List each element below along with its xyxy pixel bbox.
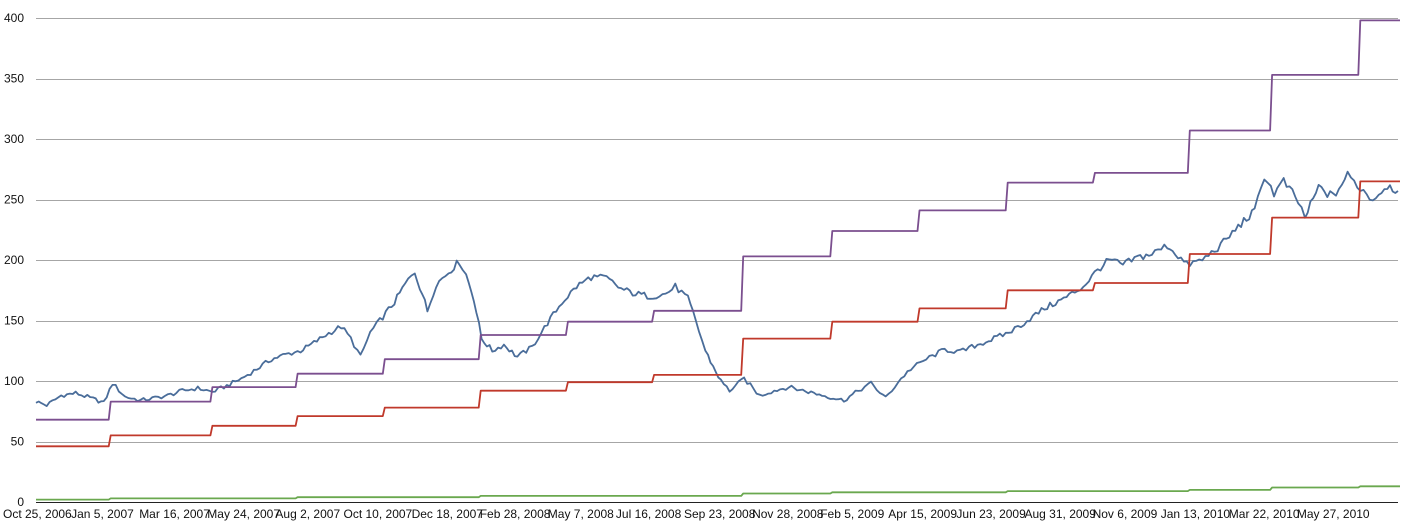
x-tick-label: Nov 28, 2008 <box>752 507 824 521</box>
y-tick-label: 0 <box>17 495 24 509</box>
x-tick-label: Nov 6, 2009 <box>1093 507 1158 521</box>
x-tick-label: Aug 2, 2007 <box>275 507 340 521</box>
x-tick-label: Jan 13, 2010 <box>1161 507 1231 521</box>
x-tick-label: Oct 10, 2007 <box>344 507 413 521</box>
y-tick-label: 300 <box>4 132 24 146</box>
x-tick-label: May 7, 2008 <box>548 507 614 521</box>
series-lines <box>35 19 1400 501</box>
gridlines <box>36 18 1398 443</box>
series-line-1 <box>35 170 1399 407</box>
x-tick-label: Aug 31, 2009 <box>1025 507 1097 521</box>
x-tick-label: Jan 5, 2007 <box>71 507 134 521</box>
y-tick-label: 350 <box>4 72 24 86</box>
x-tick-label: Sep 23, 2008 <box>684 507 756 521</box>
series-line-2 <box>36 19 1400 421</box>
x-tick-label: Dec 18, 2007 <box>412 507 484 521</box>
series-line-4 <box>36 485 1400 501</box>
y-tick-label: 150 <box>4 314 24 328</box>
x-tick-label: May 24, 2007 <box>207 507 280 521</box>
series-line-3 <box>36 180 1400 448</box>
x-tick-label: May 27, 2010 <box>1297 507 1370 521</box>
y-tick-label: 100 <box>4 374 24 388</box>
x-tick-label: Mar 22, 2010 <box>1229 507 1300 521</box>
y-tick-labels: 0 50 100 150 200 250 300 350 400 <box>4 11 24 509</box>
x-tick-label: Mar 16, 2007 <box>139 507 210 521</box>
y-tick-label: 400 <box>4 11 24 25</box>
y-tick-label: 50 <box>11 435 25 449</box>
x-tick-label: Jul 16, 2008 <box>616 507 682 521</box>
x-tick-label: Feb 5, 2009 <box>820 507 884 521</box>
x-tick-label: Apr 15, 2009 <box>888 507 957 521</box>
x-tick-label: Feb 28, 2008 <box>480 507 551 521</box>
y-tick-label: 200 <box>4 253 24 267</box>
y-tick-label: 250 <box>4 193 24 207</box>
x-tick-label: Oct 25, 2006 <box>3 507 72 521</box>
x-tick-label: Jun 23, 2009 <box>956 507 1026 521</box>
